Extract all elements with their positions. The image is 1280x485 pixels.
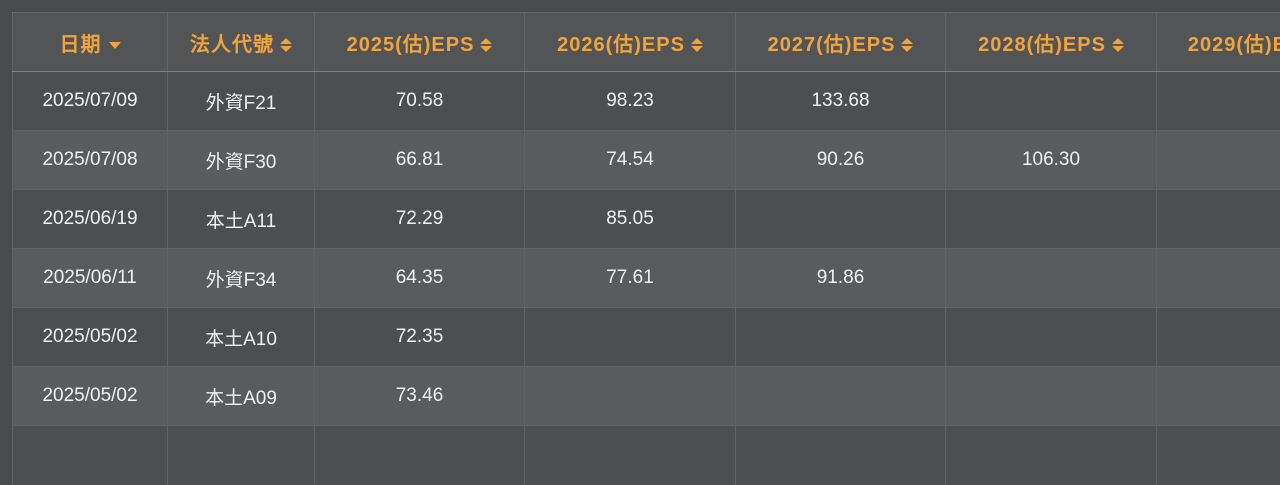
column-label: 2027(估)EPS xyxy=(768,34,896,56)
cell-eps2026 xyxy=(525,308,736,367)
cell-eps2027: 90.26 xyxy=(736,131,946,190)
cell-eps2029 xyxy=(1157,72,1280,131)
column-label: 2028(估)EPS xyxy=(978,34,1106,56)
cell-eps2028 xyxy=(946,72,1157,131)
eps-estimates-page: { "theme": { "accent_orange": "#F0A43E",… xyxy=(0,0,1280,441)
cell-date: 2025/05/02 xyxy=(13,308,168,367)
cell-eps2029 xyxy=(1157,190,1280,249)
cell-eps2027 xyxy=(736,308,946,367)
cell-eps2026: 85.05 xyxy=(525,190,736,249)
cell-empty xyxy=(946,426,1157,485)
column-label: 2026(估)EPS xyxy=(557,34,685,56)
column-label: 日期 xyxy=(60,34,102,56)
cell-empty xyxy=(1157,426,1280,485)
column-header-eps2026[interactable]: 2026(估)EPS xyxy=(525,13,736,72)
cell-broker: 本土A09 xyxy=(168,367,315,426)
cell-empty xyxy=(315,426,525,485)
column-header-broker[interactable]: 法人代號 xyxy=(168,13,315,72)
table-header: 日期 法人代號 2025(估)EPS 2026(估)EPS 2027(估)EPS 2028… xyxy=(13,13,1280,72)
column-header-eps2025[interactable]: 2025(估)EPS xyxy=(315,13,525,72)
eps-table-container: 日期 法人代號 2025(估)EPS 2026(估)EPS 2027(估)EPS 2028… xyxy=(12,12,1280,485)
sort-descending-icon xyxy=(109,42,121,49)
column-label: 法人代號 xyxy=(190,34,274,56)
cell-date: 2025/07/09 xyxy=(13,72,168,131)
cell-broker: 本土A11 xyxy=(168,190,315,249)
partial-next-row xyxy=(13,426,1280,485)
cell-empty xyxy=(168,426,315,485)
cell-eps2029 xyxy=(1157,131,1280,190)
cell-broker: 外資F34 xyxy=(168,249,315,308)
cell-eps2029 xyxy=(1157,308,1280,367)
cell-eps2028 xyxy=(946,190,1157,249)
cell-eps2025: 70.58 xyxy=(315,72,525,131)
cell-eps2027: 91.86 xyxy=(736,249,946,308)
cell-eps2029 xyxy=(1157,249,1280,308)
column-header-eps2028[interactable]: 2028(估)EPS xyxy=(946,13,1157,72)
cell-eps2028 xyxy=(946,367,1157,426)
cell-eps2025: 73.46 xyxy=(315,367,525,426)
cell-empty xyxy=(736,426,946,485)
column-header-date[interactable]: 日期 xyxy=(13,13,168,72)
cell-eps2027: 133.68 xyxy=(736,72,946,131)
cell-date: 2025/07/08 xyxy=(13,131,168,190)
cell-eps2026: 74.54 xyxy=(525,131,736,190)
sort-toggle-icon xyxy=(480,38,492,52)
cell-eps2028 xyxy=(946,249,1157,308)
cell-eps2027 xyxy=(736,190,946,249)
sort-toggle-icon xyxy=(280,38,292,52)
cell-date: 2025/06/11 xyxy=(13,249,168,308)
sort-toggle-icon xyxy=(901,38,913,52)
cell-broker: 外資F21 xyxy=(168,72,315,131)
column-label: 2025(估)EPS xyxy=(347,34,475,56)
cell-date: 2025/06/19 xyxy=(13,190,168,249)
cell-eps2026: 98.23 xyxy=(525,72,736,131)
cell-empty xyxy=(13,426,168,485)
cell-broker: 本土A10 xyxy=(168,308,315,367)
cell-broker: 外資F30 xyxy=(168,131,315,190)
cell-eps2026: 77.61 xyxy=(525,249,736,308)
cell-empty xyxy=(525,426,736,485)
cell-eps2025: 66.81 xyxy=(315,131,525,190)
cell-eps2025: 72.35 xyxy=(315,308,525,367)
sort-toggle-icon xyxy=(1112,38,1124,52)
sort-toggle-icon xyxy=(691,38,703,52)
cell-eps2025: 64.35 xyxy=(315,249,525,308)
eps-estimates-table: 日期 法人代號 2025(估)EPS 2026(估)EPS 2027(估)EPS 2028… xyxy=(12,12,1280,485)
cell-eps2029 xyxy=(1157,367,1280,426)
table-header-row: 日期 法人代號 2025(估)EPS 2026(估)EPS 2027(估)EPS 2028… xyxy=(13,13,1280,72)
column-label: 2029(估)EPS xyxy=(1188,34,1280,56)
cell-eps2027 xyxy=(736,367,946,426)
cell-eps2025: 72.29 xyxy=(315,190,525,249)
cell-eps2026 xyxy=(525,367,736,426)
cell-eps2028: 106.30 xyxy=(946,131,1157,190)
column-header-eps2029[interactable]: 2029(估)EPS xyxy=(1157,13,1280,72)
cell-date: 2025/05/02 xyxy=(13,367,168,426)
cell-eps2028 xyxy=(946,308,1157,367)
column-header-eps2027[interactable]: 2027(估)EPS xyxy=(736,13,946,72)
